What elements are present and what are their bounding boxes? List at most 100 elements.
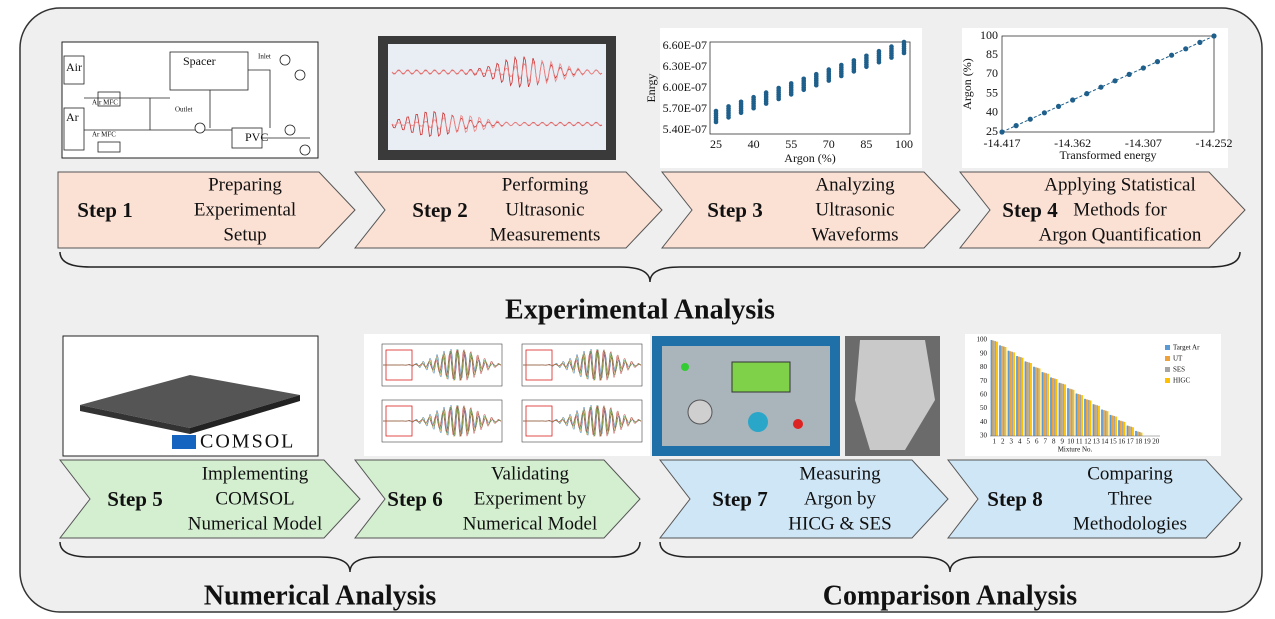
x-axis-title: Mixture No. — [1058, 446, 1093, 454]
bar — [1062, 384, 1064, 436]
bar — [1020, 357, 1022, 436]
section-title: Numerical Analysis — [204, 580, 437, 611]
device-front — [662, 346, 830, 446]
bar — [1060, 383, 1062, 436]
step-label: Step 3 — [707, 198, 762, 222]
schematic-gauge — [285, 125, 295, 135]
step-label: Step 2 — [412, 198, 467, 222]
legend-label: HIGC — [1173, 377, 1190, 385]
bar — [1101, 410, 1103, 436]
bar — [1107, 411, 1109, 436]
x-tick-label: 70 — [823, 137, 835, 151]
bar — [1071, 389, 1073, 436]
schematic-gauge — [280, 55, 290, 65]
bar — [1110, 415, 1112, 436]
x-tick-label: 17 — [1127, 438, 1135, 446]
y-axis-title: Enrgy — [644, 73, 658, 102]
fit-point — [1042, 110, 1047, 115]
bar — [1113, 416, 1115, 436]
y-tick-label: 70 — [980, 377, 988, 385]
fit-point — [1127, 72, 1132, 77]
step-text: Ultrasonic — [815, 199, 894, 220]
x-tick-label: -14.252 — [1196, 136, 1233, 150]
bar — [1016, 356, 1018, 436]
x-tick-label: 14 — [1101, 438, 1109, 446]
bar — [1042, 372, 1044, 436]
x-tick-label: 13 — [1093, 438, 1101, 446]
scatter-point — [864, 54, 869, 59]
bar — [1093, 404, 1095, 436]
fit-point — [1155, 59, 1160, 64]
legend-swatch — [1165, 378, 1170, 383]
x-tick-label: 55 — [785, 137, 797, 151]
step-text: Numerical Model — [188, 513, 323, 534]
x-tick-label: 5 — [1027, 438, 1031, 446]
comsol-icon — [172, 435, 196, 449]
bar — [999, 345, 1001, 436]
bar — [1115, 417, 1117, 436]
y-tick-label: 60 — [980, 390, 988, 398]
y-tick-label: 50 — [980, 404, 988, 412]
scatter-point — [764, 90, 769, 95]
x-tick-label: 18 — [1135, 438, 1143, 446]
y-tick-label: 5.40E-07 — [663, 122, 707, 136]
scatter-point — [801, 77, 806, 82]
bar — [1052, 378, 1054, 436]
step-text: Setup — [223, 224, 266, 245]
bar — [1094, 405, 1096, 436]
y-tick-label: 5.70E-07 — [663, 101, 707, 115]
bar — [996, 342, 998, 436]
fit-point — [1211, 33, 1216, 38]
x-tick-label: 10 — [1067, 438, 1075, 446]
y-tick-label: 6.60E-07 — [663, 38, 707, 52]
bar — [1128, 426, 1130, 436]
bar — [1059, 383, 1061, 436]
section-title: Comparison Analysis — [823, 580, 1077, 611]
bar — [1103, 410, 1105, 436]
step-text: Numerical Model — [463, 513, 598, 534]
step-text: HICG & SES — [788, 513, 891, 534]
schematic-label: Air — [66, 60, 82, 74]
bar — [1096, 405, 1098, 436]
legend-swatch — [1165, 367, 1170, 372]
schematic-label: Spacer — [183, 54, 216, 68]
bar — [1124, 422, 1126, 436]
fit-point — [1183, 46, 1188, 51]
legend-label: SES — [1173, 366, 1185, 374]
bar — [1011, 352, 1013, 436]
scatter-point — [776, 86, 781, 91]
bar — [1081, 395, 1083, 436]
step-text: Experiment by — [474, 488, 587, 509]
bar — [1035, 367, 1037, 436]
x-tick-label: 20 — [1152, 438, 1160, 446]
step-text: Methods for — [1073, 199, 1167, 220]
scatter-point — [726, 104, 731, 109]
y-tick-label: 100 — [980, 28, 998, 42]
fit-point — [1056, 104, 1061, 109]
bar — [1067, 388, 1069, 436]
step-text: Applying Statistical — [1044, 174, 1195, 195]
y-tick-label: 40 — [986, 105, 998, 119]
bar — [1139, 432, 1141, 436]
bar — [1054, 379, 1056, 436]
x-tick-label: 25 — [710, 137, 722, 151]
bar — [1090, 400, 1092, 436]
bar — [1026, 362, 1028, 436]
bar — [1018, 357, 1020, 436]
waveform-panel — [364, 334, 650, 456]
schematic-label: PVC — [245, 130, 268, 144]
scatter-point — [814, 72, 819, 77]
bar — [1003, 346, 1005, 436]
legend-swatch — [1165, 356, 1170, 361]
bar — [1086, 399, 1088, 436]
bar — [1005, 347, 1007, 436]
y-axis-title: Argon (%) — [960, 58, 974, 109]
bar — [1045, 373, 1047, 436]
step-text: Ultrasonic — [505, 199, 584, 220]
bar — [1120, 421, 1122, 436]
bar — [992, 341, 994, 436]
device-knob — [748, 412, 768, 432]
step-text: Performing — [502, 174, 589, 195]
bar — [1008, 351, 1010, 436]
bar — [1056, 379, 1058, 436]
